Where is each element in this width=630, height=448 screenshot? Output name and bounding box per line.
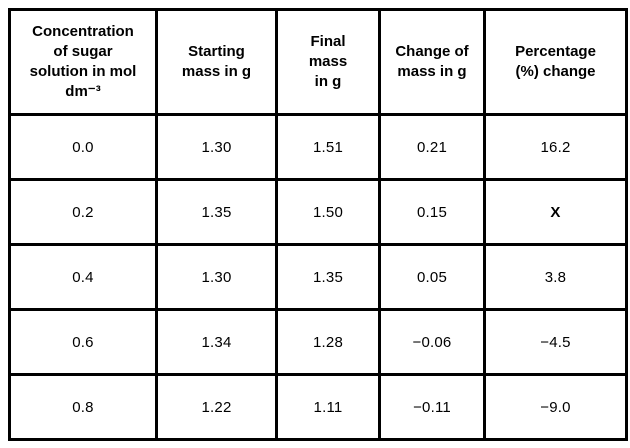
cell-change-of-mass: −0.06 [378, 308, 486, 376]
cell-final-mass: 1.51 [275, 113, 381, 181]
cell-concentration: 0.4 [8, 243, 158, 311]
cell-final-mass: 1.50 [275, 178, 381, 246]
column-header-final-mass: Final mass in g [275, 8, 381, 116]
cell-concentration: 0.6 [8, 308, 158, 376]
table-row: 0.6 1.34 1.28 −0.06 −4.5 [8, 308, 628, 376]
column-header-starting-mass: Starting mass in g [155, 8, 278, 116]
column-header-percentage-change: Percentage (%) change [483, 8, 628, 116]
cell-percentage-change: −9.0 [483, 373, 628, 441]
cell-final-mass: 1.28 [275, 308, 381, 376]
cell-concentration: 0.8 [8, 373, 158, 441]
cell-concentration: 0.0 [8, 113, 158, 181]
table-row: 0.0 1.30 1.51 0.21 16.2 [8, 113, 628, 181]
cell-final-mass: 1.35 [275, 243, 381, 311]
table-row: 0.2 1.35 1.50 0.15 X [8, 178, 628, 246]
cell-change-of-mass: 0.21 [378, 113, 486, 181]
cell-starting-mass: 1.30 [155, 113, 278, 181]
cell-starting-mass: 1.30 [155, 243, 278, 311]
cell-percentage-change-unknown-x: X [483, 178, 628, 246]
column-header-concentration: Concentration of sugar solution in mol d… [8, 8, 158, 116]
cell-concentration: 0.2 [8, 178, 158, 246]
cell-percentage-change: 16.2 [483, 113, 628, 181]
cell-change-of-mass: 0.05 [378, 243, 486, 311]
cell-starting-mass: 1.22 [155, 373, 278, 441]
table-row: 0.4 1.30 1.35 0.05 3.8 [8, 243, 628, 311]
column-header-change-of-mass: Change of mass in g [378, 8, 486, 116]
cell-change-of-mass: 0.15 [378, 178, 486, 246]
cell-final-mass: 1.11 [275, 373, 381, 441]
table-row: 0.8 1.22 1.11 −0.11 −9.0 [8, 373, 628, 441]
cell-percentage-change: −4.5 [483, 308, 628, 376]
osmosis-results-table: Concentration of sugar solution in mol d… [8, 8, 628, 441]
cell-starting-mass: 1.34 [155, 308, 278, 376]
table-header-row: Concentration of sugar solution in mol d… [8, 8, 628, 116]
cell-change-of-mass: −0.11 [378, 373, 486, 441]
cell-percentage-change: 3.8 [483, 243, 628, 311]
cell-starting-mass: 1.35 [155, 178, 278, 246]
